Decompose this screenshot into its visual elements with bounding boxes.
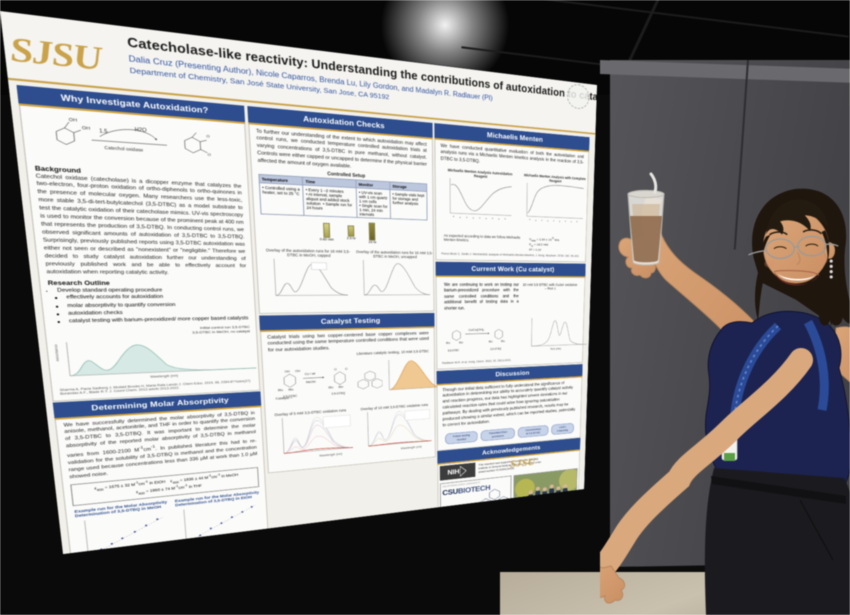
svg-text:tBu: tBu [446,341,451,344]
svg-text:3,5-DTBC: 3,5-DTBC [448,349,459,352]
svg-text:O: O [206,134,210,139]
svg-text:3,5-DTBQ: 3,5-DTBQ [331,392,345,396]
svg-text:3,5-DTBQ: 3,5-DTBQ [490,347,501,350]
svg-text:Concentration (M): Concentration (M) [209,542,238,549]
svg-text:Cu/Cu(OH)₂: Cu/Cu(OH)₂ [468,328,484,332]
svg-text:tBu: tBu [501,340,505,343]
svg-text:tBu: tBu [489,340,493,343]
svg-text:Catalyst =: Catalyst = [275,396,292,401]
svg-text:tBu: tBu [338,385,343,388]
svg-text:tBu: tBu [288,388,294,392]
svg-text:tBu: tBu [328,386,333,389]
svg-text:Time (min): Time (min) [550,347,561,350]
svg-text:O: O [207,152,211,157]
svg-text:OH: OH [285,370,290,374]
svg-text:Catechol oxidase: Catechol oxidase [104,145,143,152]
svg-text:Wavelength (nm): Wavelength (nm) [150,373,179,378]
svg-text:Wavelength (nm): Wavelength (nm) [401,445,422,450]
svg-text:tBu: tBu [459,341,463,344]
svg-text:O: O [345,367,348,370]
svg-text:OH: OH [68,117,77,123]
svg-text:1.5: 1.5 [99,128,108,134]
svg-text:O: O [334,368,337,371]
svg-text:MeOH: MeOH [306,380,316,384]
svg-text:Wavelength (nm): Wavelength (nm) [319,452,342,457]
svg-text:Cu / air: Cu / air [305,372,316,376]
svg-text:Absorbance: Absorbance [54,343,60,361]
svg-text:OH: OH [82,125,91,131]
svg-text:OH: OH [295,370,300,373]
svg-text:tBu: tBu [278,389,284,393]
